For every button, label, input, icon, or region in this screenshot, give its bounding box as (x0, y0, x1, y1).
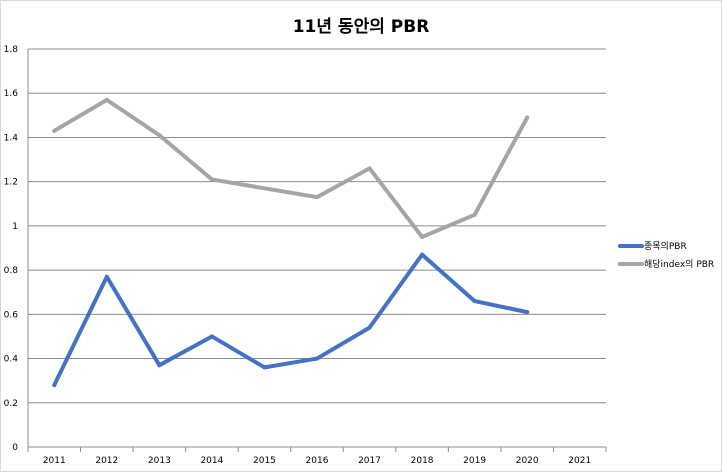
x-tick-label: 2013 (148, 456, 171, 466)
legend-label: 종목의PBR (644, 241, 687, 252)
y-tick-label: 0 (12, 443, 18, 453)
data-point (367, 166, 372, 171)
y-tick-label: 0.4 (4, 355, 19, 365)
series-layer (52, 97, 530, 388)
data-point (52, 383, 57, 388)
data-point (209, 177, 214, 182)
data-point (420, 234, 425, 239)
data-point (262, 186, 267, 191)
data-point (472, 299, 477, 304)
y-tick-label: 1.2 (4, 178, 18, 188)
x-tick-label: 2014 (200, 456, 223, 466)
gridlines (27, 48, 606, 448)
data-point (367, 325, 372, 330)
data-point (315, 356, 319, 361)
data-point (157, 363, 162, 368)
x-tick-label: 2012 (95, 456, 118, 466)
y-axis-ticks: 0 0.2 0.4 0.6 0.8 1 1.2 1.4 1.6 1.8 (4, 45, 19, 453)
legend-label: 해당index의 PBR (644, 259, 714, 270)
data-point (209, 334, 214, 339)
x-tick-label: 2021 (568, 456, 591, 466)
y-tick-label: 1.4 (4, 133, 19, 143)
y-tick-label: 1.6 (4, 89, 19, 99)
series-line-0 (52, 252, 530, 388)
data-point (157, 133, 162, 138)
legend: 종목의PBR 해당index의 PBR (618, 241, 714, 270)
x-tick-label: 2018 (411, 456, 434, 466)
y-tick-label: 0.6 (4, 310, 19, 320)
data-point (525, 115, 530, 120)
x-tick-label: 2017 (358, 456, 381, 466)
data-point (315, 195, 319, 200)
data-point (525, 310, 530, 315)
x-tick-label: 2020 (516, 456, 539, 466)
x-tick-label: 2011 (43, 456, 66, 466)
data-point (472, 212, 477, 217)
x-axis-ticks: 2011 2012 2013 2014 2015 2016 2017 2018 2019 2020… (27, 447, 607, 466)
series-line-1 (52, 97, 530, 239)
y-tick-label: 1.8 (4, 45, 19, 55)
data-point (104, 97, 109, 102)
chart-title: 11년 동안의 PBR (292, 17, 430, 37)
data-point (420, 252, 425, 257)
data-point (104, 274, 109, 279)
data-point (262, 365, 267, 370)
x-tick-label: 2019 (463, 456, 486, 466)
x-tick-label: 2016 (306, 456, 329, 466)
x-tick-label: 2015 (253, 456, 276, 466)
y-tick-label: 0.8 (4, 266, 19, 276)
y-tick-label: 1 (12, 222, 18, 232)
data-point (52, 128, 57, 133)
y-tick-label: 0.2 (4, 399, 18, 409)
